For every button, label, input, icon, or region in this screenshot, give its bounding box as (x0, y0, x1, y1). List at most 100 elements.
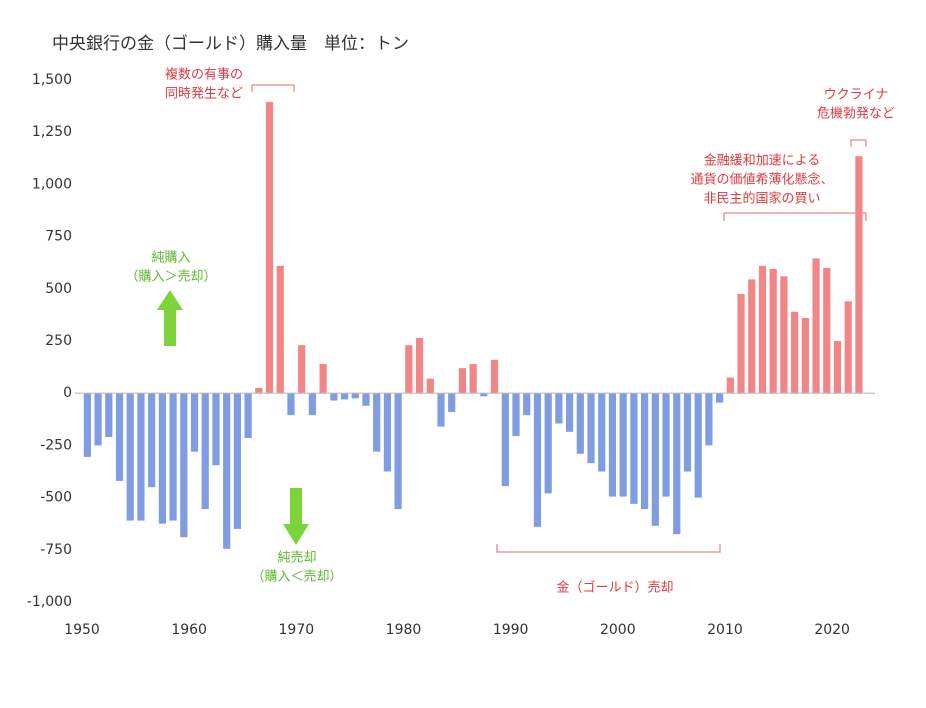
bar (705, 393, 713, 446)
y-tick-label: -750 (40, 542, 72, 558)
y-tick-label: -500 (40, 490, 72, 506)
bar (362, 393, 370, 406)
annotation: 純売却 (277, 550, 316, 566)
annotation: 同時発生など (165, 87, 243, 102)
arrow-up (157, 290, 183, 346)
x-tick-label: 1990 (493, 622, 529, 638)
arrow-down (283, 488, 309, 545)
bar (833, 341, 842, 394)
annotation: 純購入 (151, 251, 190, 266)
bar (694, 393, 702, 498)
x-tick-label: 1980 (386, 622, 422, 638)
bar (319, 363, 327, 394)
y-tick-label: 750 (45, 229, 72, 245)
bar (801, 318, 809, 394)
bar (180, 393, 188, 538)
bar (83, 393, 91, 457)
bar (641, 393, 649, 510)
bar (276, 265, 284, 394)
bar (298, 345, 306, 394)
x-tick-label: 2020 (814, 622, 850, 638)
bar (265, 101, 274, 394)
bar (490, 359, 499, 394)
x-tick-label: 2010 (707, 622, 743, 638)
annotation: 通貨の価値希薄化懸念、 (690, 172, 833, 188)
x-tick-label: 1970 (279, 622, 315, 638)
bar (105, 393, 113, 438)
bar (330, 393, 338, 401)
bar (544, 393, 552, 494)
bar (137, 393, 145, 521)
bracket (251, 84, 295, 92)
bracket (496, 544, 721, 553)
y-tick-label: -250 (40, 437, 72, 453)
bar (598, 393, 606, 472)
bar (855, 156, 863, 394)
bar (823, 267, 831, 394)
bar (469, 363, 477, 394)
annotation: 複数の有事の (165, 67, 243, 83)
y-tick-label: 500 (45, 281, 72, 297)
bar (512, 393, 520, 437)
y-tick-label: 1,250 (32, 124, 72, 140)
bar (748, 279, 756, 394)
bar (523, 393, 531, 416)
bar (201, 393, 209, 510)
bar (255, 387, 263, 394)
bar (437, 393, 445, 427)
bar (158, 393, 166, 524)
x-tick-label: 2000 (600, 622, 636, 638)
bar (415, 337, 424, 394)
bar (630, 393, 638, 504)
bar (351, 393, 359, 399)
bar (223, 393, 231, 549)
bar (244, 393, 252, 439)
x-tick-label: 1950 (64, 622, 100, 638)
bar (340, 393, 349, 400)
bar (726, 377, 734, 394)
bar (383, 393, 392, 472)
bar (212, 393, 220, 466)
bar (126, 393, 134, 521)
bar (148, 393, 156, 488)
bar (190, 393, 199, 452)
y-tick-label: 250 (45, 333, 72, 349)
bar (426, 378, 434, 394)
y-tick-label: 1,000 (32, 176, 72, 192)
y-tick-label: 0 (63, 385, 72, 401)
x-tick-label: 1960 (171, 622, 207, 638)
bar (308, 393, 316, 416)
bar (758, 265, 767, 394)
bracket (723, 212, 867, 221)
bar (769, 268, 777, 394)
annotation: 非民主的国家の買い (703, 191, 820, 207)
bar (716, 393, 724, 403)
bracket (850, 139, 867, 147)
annotation: （購入＞売却） (125, 269, 216, 285)
bar (587, 393, 595, 464)
bar (662, 393, 670, 497)
bar (791, 311, 799, 394)
annotation: 金（ゴールド）売却 (556, 580, 673, 596)
bar (405, 345, 413, 394)
bar (501, 393, 509, 487)
y-tick-label: 1,500 (32, 72, 72, 88)
bar (844, 301, 852, 394)
bar (233, 393, 241, 529)
bar (287, 393, 295, 416)
bar (458, 368, 467, 394)
chart-title: 中央銀行の金（ゴールド）購入量 単位：トン (52, 33, 409, 54)
bar (683, 393, 692, 472)
bar (533, 393, 542, 527)
bar (565, 393, 574, 432)
bar (115, 393, 124, 481)
bar (480, 393, 488, 397)
bar (673, 393, 681, 535)
bar (394, 393, 402, 510)
bar (169, 393, 177, 521)
y-tick-label: -1,000 (27, 594, 72, 610)
bar (780, 276, 788, 394)
bar (373, 393, 381, 452)
bar (651, 393, 659, 526)
